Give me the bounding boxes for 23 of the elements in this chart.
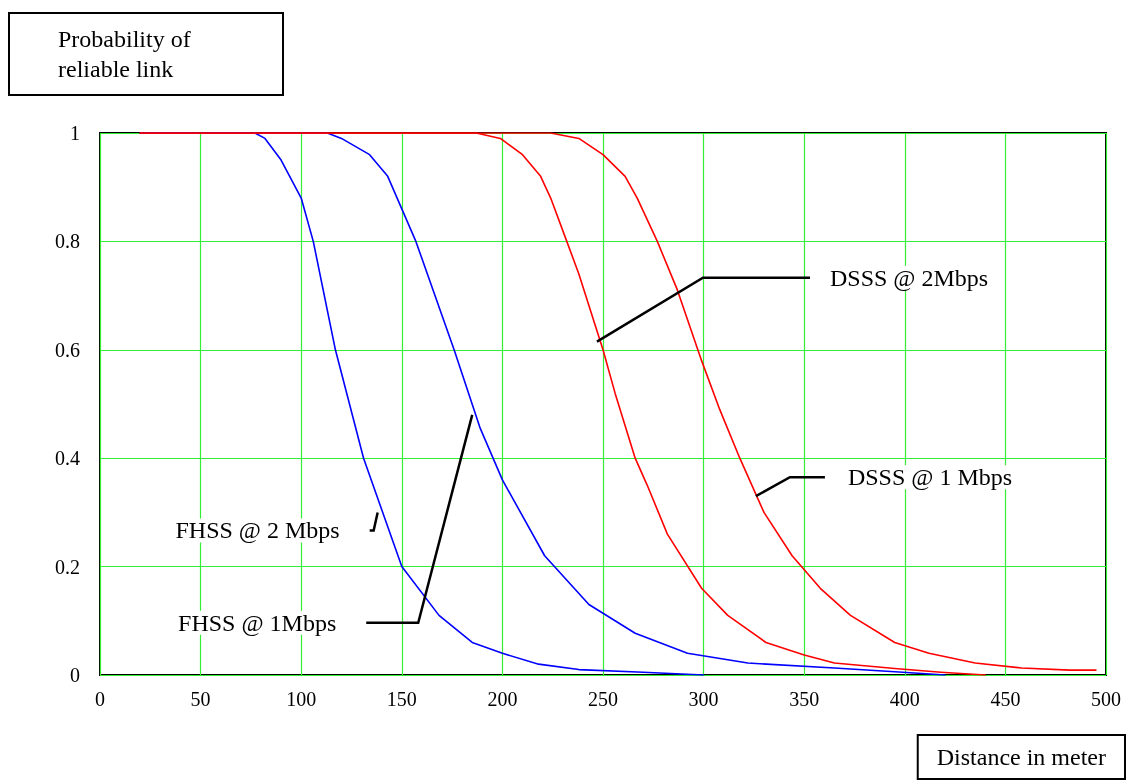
y-tick-label: 0 bbox=[70, 664, 80, 686]
x-tick-label: 250 bbox=[588, 688, 618, 710]
annotation: DSSS @ 1 Mbps bbox=[847, 464, 1013, 491]
annotation: FHSS @ 1Mbps bbox=[178, 609, 337, 636]
x-tick-label: 100 bbox=[286, 688, 317, 710]
x-tick-label: 300 bbox=[688, 688, 719, 710]
x-axis-title: Distance in meter bbox=[936, 744, 1107, 770]
y-tick-label: 0.8 bbox=[55, 230, 80, 253]
y-tick-label: 0.2 bbox=[55, 555, 80, 578]
y-tick-label: 1 bbox=[70, 122, 80, 144]
y-tick-label: 0.6 bbox=[55, 338, 80, 361]
x-tick-label: 150 bbox=[386, 688, 417, 710]
x-tick-label: 450 bbox=[990, 688, 1021, 710]
x-tick-label: 500 bbox=[1091, 688, 1121, 710]
y-axis-title: Probability of reliable link bbox=[58, 26, 197, 82]
x-tick-label: 200 bbox=[487, 688, 518, 710]
x-tick-label: 400 bbox=[889, 688, 920, 710]
y-tick-label: 0.4 bbox=[55, 447, 80, 470]
x-tick-label: 50 bbox=[190, 688, 211, 710]
x-tick-label: 0 bbox=[95, 688, 105, 710]
annotation: FHSS @ 2 Mbps bbox=[175, 517, 340, 544]
x-tick-label: 350 bbox=[789, 688, 820, 710]
annotation: DSSS @ 2Mbps bbox=[829, 264, 989, 291]
